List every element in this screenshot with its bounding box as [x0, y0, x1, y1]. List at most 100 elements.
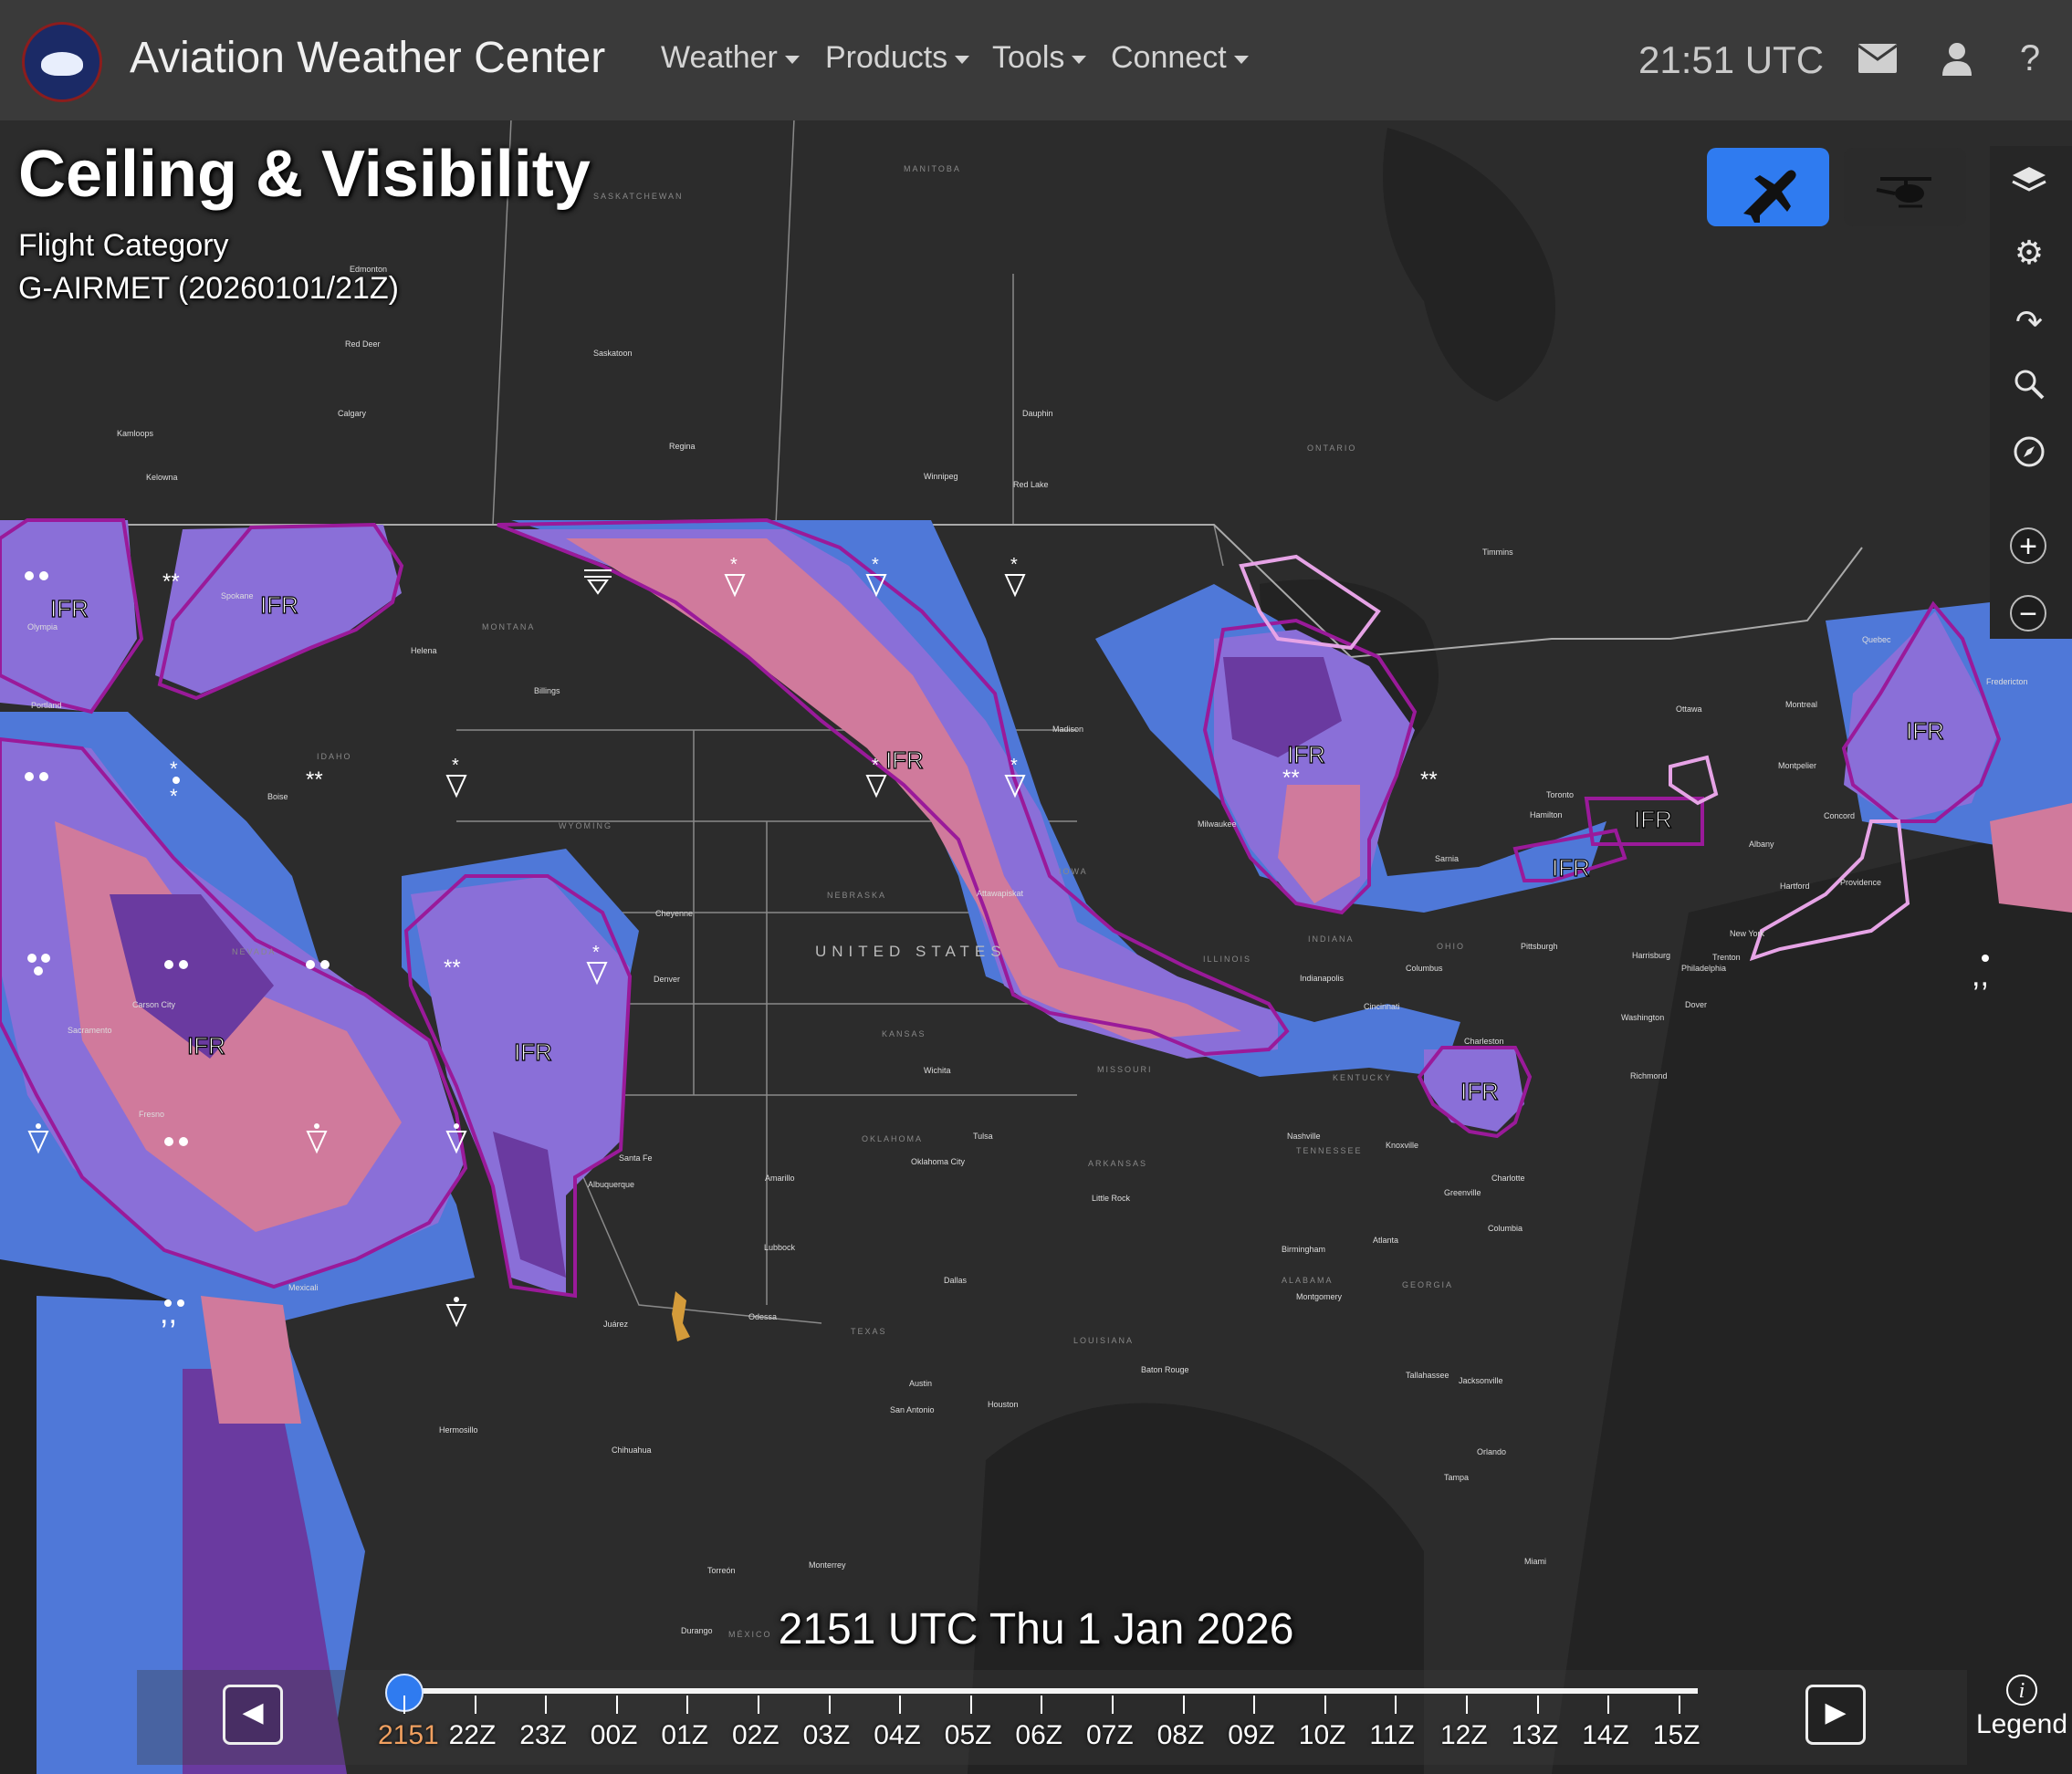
timeline-tick-label[interactable]: 07Z — [1086, 1720, 1134, 1750]
zoom-in-button[interactable]: + — [2010, 527, 2046, 564]
timeline-tick-label[interactable]: 22Z — [448, 1720, 497, 1750]
timeline-tick-mark — [1466, 1696, 1468, 1714]
state-label: NEVADA — [232, 947, 276, 956]
city-label: Kamloops — [117, 429, 154, 438]
city-label: Baton Rouge — [1141, 1365, 1189, 1374]
city-label: Houston — [988, 1400, 1019, 1409]
timeline-tick-label[interactable]: 14Z — [1582, 1720, 1629, 1750]
timeline-tick-mark — [1607, 1696, 1610, 1714]
mail-icon[interactable] — [1856, 37, 1899, 80]
city-label: Torreón — [707, 1566, 736, 1575]
city-label: Dover — [1685, 1000, 1707, 1009]
city-label: Richmond — [1630, 1071, 1668, 1080]
ifr-label: IFR — [885, 746, 924, 774]
airplane-mode-button[interactable] — [1707, 148, 1829, 226]
city-label: Billings — [534, 686, 560, 695]
help-icon[interactable]: ? — [2019, 38, 2041, 78]
rain-symbol — [25, 772, 48, 781]
route-icon[interactable]: ↷ — [2014, 303, 2044, 340]
rain-symbol — [306, 960, 330, 969]
nav-products-menu[interactable]: Products — [825, 40, 970, 76]
city-label: Cheyenne — [655, 909, 693, 918]
timeline-tick-label[interactable]: 02Z — [732, 1720, 780, 1750]
city-label: Olympia — [27, 622, 58, 631]
city-label: Madison — [1052, 725, 1083, 734]
next-time-button[interactable]: ▶ — [1805, 1685, 1866, 1745]
timeline-tick-label[interactable]: 10Z — [1298, 1720, 1346, 1750]
rain-shower-symbol — [445, 1123, 467, 1154]
state-label: OKLAHOMA — [862, 1134, 923, 1143]
ifr-fill-dakotas — [511, 529, 1278, 1059]
ifr-fill-wv — [1424, 1049, 1524, 1132]
timeline-track[interactable] — [402, 1688, 1698, 1694]
user-icon[interactable] — [1935, 37, 1979, 80]
city-label: Helena — [411, 646, 437, 655]
timeline-tick-label[interactable]: 12Z — [1440, 1720, 1488, 1750]
timeline-tick-mark — [403, 1696, 405, 1714]
city-label: New York — [1730, 929, 1765, 938]
svg-text:*: * — [452, 756, 459, 776]
state-label: NEBRASKA — [827, 891, 886, 900]
timeline-tick-label[interactable]: 11Z — [1369, 1720, 1415, 1750]
search-icon[interactable] — [2006, 367, 2052, 412]
timeline-tick-label[interactable]: 13Z — [1511, 1720, 1559, 1750]
settings-gear-icon[interactable]: ⚙ — [2014, 234, 2045, 271]
city-label: Charlotte — [1491, 1174, 1525, 1183]
helicopter-mode-button[interactable] — [1844, 148, 1966, 226]
state-label: ARKANSAS — [1088, 1159, 1147, 1168]
utc-clock: 21:51 UTC — [1638, 38, 1825, 81]
previous-time-button[interactable]: ◀ — [223, 1685, 283, 1745]
city-label: Regina — [669, 442, 696, 451]
city-label: Durango — [681, 1626, 713, 1635]
gairmet-ifr-outlines — [0, 517, 2002, 1299]
timeline-tick-mark — [686, 1696, 689, 1714]
city-label: Oklahoma City — [911, 1157, 966, 1166]
layers-icon[interactable] — [2006, 162, 2052, 208]
nws-logo[interactable] — [22, 22, 102, 102]
timeline-tick-label[interactable]: 2151 — [378, 1720, 439, 1750]
timeline-tick-label[interactable]: 06Z — [1015, 1720, 1063, 1750]
lifr-fill-nm — [493, 1132, 566, 1278]
app-title[interactable]: Aviation Weather Center — [130, 34, 606, 82]
state-labels: SASKATCHEWAN MANITOBA ONTARIO MONTANA ID… — [232, 164, 1463, 1639]
city-label: Portland — [31, 701, 62, 710]
timeline-tick-label[interactable]: 23Z — [519, 1720, 567, 1750]
map-canvas[interactable]: IFR IFR IFR IFR IFR IFR IFR IFR IFR IFR … — [0, 120, 2072, 1774]
timeline-tick-label[interactable]: 08Z — [1156, 1720, 1205, 1750]
city-label: Ottawa — [1676, 704, 1702, 714]
timeline-tick-label[interactable]: 15Z — [1652, 1720, 1701, 1750]
lifr-fill-baja — [183, 1369, 347, 1774]
state-label: IDAHO — [317, 752, 352, 761]
city-label: Amarillo — [765, 1174, 795, 1183]
timeline-tick-label[interactable]: 04Z — [874, 1720, 921, 1750]
city-label: Hamilton — [1530, 810, 1563, 819]
svg-text:*: * — [170, 785, 178, 808]
nav-tools-menu[interactable]: Tools — [992, 40, 1087, 76]
timeline-tick-mark — [615, 1696, 618, 1714]
airplane-icon — [1743, 170, 1796, 223]
ifr-fill-co — [411, 876, 630, 1296]
city-label: Miami — [1524, 1557, 1546, 1566]
city-label: Calgary — [338, 409, 367, 418]
helicopter-icon — [1876, 177, 1931, 208]
city-label: Austin — [909, 1379, 932, 1388]
timeline-tick-label[interactable]: 00Z — [590, 1720, 638, 1750]
timeline-tick-label[interactable]: 01Z — [661, 1720, 709, 1750]
snow-symbol: ** — [1420, 767, 1438, 792]
city-label: Juárez — [603, 1320, 629, 1329]
legend-button[interactable]: i Legend — [1972, 1665, 2072, 1774]
nav-weather-menu[interactable]: Weather — [661, 40, 800, 76]
nav-connect-menu[interactable]: Connect — [1111, 40, 1249, 76]
orange-hazard-area — [672, 1291, 690, 1341]
compass-icon[interactable] — [2006, 434, 2052, 480]
timeline-tick-label[interactable]: 05Z — [944, 1720, 992, 1750]
snow-symbol: ** — [444, 955, 461, 980]
snow-shower-symbol: * — [586, 943, 608, 986]
city-label: Saskatoon — [593, 349, 633, 358]
zoom-out-button[interactable]: − — [2010, 595, 2046, 631]
timeline-tick-label[interactable]: 03Z — [802, 1720, 851, 1750]
weather-map[interactable]: IFR IFR IFR IFR IFR IFR IFR IFR IFR IFR … — [0, 120, 2072, 1774]
timeline-tick-label[interactable]: 09Z — [1228, 1720, 1275, 1750]
svg-text:,,: ,, — [160, 1296, 177, 1330]
svg-text:**: ** — [162, 569, 180, 594]
